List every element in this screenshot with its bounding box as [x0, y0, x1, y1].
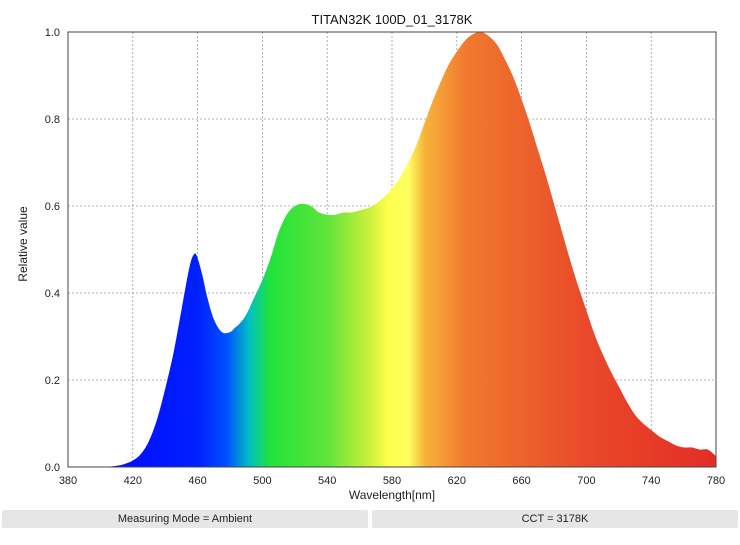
- x-ticks: 380 420 460 500 540 580 620 660 700 740 780: [59, 475, 725, 487]
- y-tick-label: 0.4: [45, 288, 60, 300]
- x-axis-label: Wavelength[nm]: [349, 488, 435, 502]
- x-tick-label: 780: [707, 475, 725, 487]
- x-tick-label: 460: [188, 475, 206, 487]
- plot-frame: [67, 31, 717, 468]
- y-tick-label: 0.8: [45, 114, 60, 126]
- x-tick-label: 420: [124, 475, 142, 487]
- x-tick-label: 740: [642, 475, 660, 487]
- measuring-mode-status: Measuring Mode = Ambient: [2, 510, 368, 528]
- y-ticks: 0.0 0.2 0.4 0.6 0.8 1.0: [45, 27, 60, 474]
- x-tick-label: 620: [448, 475, 466, 487]
- x-tick-label: 700: [577, 475, 595, 487]
- y-tick-label: 0.0: [45, 462, 60, 474]
- chart-title: TITAN32K 100D_01_3178K: [312, 12, 473, 27]
- cct-status: CCT = 3178K: [372, 510, 738, 528]
- x-tick-label: 380: [59, 475, 77, 487]
- y-tick-label: 0.2: [45, 375, 60, 387]
- y-tick-label: 0.6: [45, 201, 60, 213]
- y-tick-label: 1.0: [45, 27, 60, 39]
- x-tick-label: 540: [318, 475, 336, 487]
- x-tick-label: 660: [512, 475, 530, 487]
- x-tick-label: 500: [253, 475, 271, 487]
- y-axis-label: Relative value: [16, 206, 30, 282]
- spectrum-area: [68, 31, 716, 467]
- x-tick-label: 580: [383, 475, 401, 487]
